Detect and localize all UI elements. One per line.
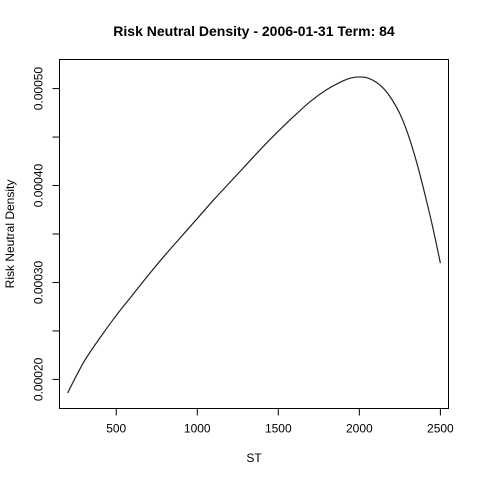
y-tick-label: 0.00050 xyxy=(32,67,46,111)
x-tick-label: 1500 xyxy=(265,422,292,436)
chart-title: Risk Neutral Density - 2006-01-31 Term: … xyxy=(113,23,395,39)
x-tick-label: 500 xyxy=(106,422,126,436)
x-tick-label: 2500 xyxy=(427,422,454,436)
y-axis: 0.00020 0.00030 0.00040 0.00050 xyxy=(32,67,60,401)
x-tick-label: 2000 xyxy=(346,422,373,436)
y-axis-label: Risk Neutral Density xyxy=(3,180,17,289)
y-tick-label: 0.00030 xyxy=(32,260,46,304)
plot-area xyxy=(67,76,441,394)
x-axis: 500 1000 1500 2000 2500 xyxy=(106,408,454,436)
y-tick-label: 0.00020 xyxy=(32,357,46,401)
x-tick-label: 1000 xyxy=(184,422,211,436)
y-tick-label: 0.00040 xyxy=(32,164,46,208)
density-curve xyxy=(67,76,441,394)
x-axis-label: ST xyxy=(246,451,262,465)
